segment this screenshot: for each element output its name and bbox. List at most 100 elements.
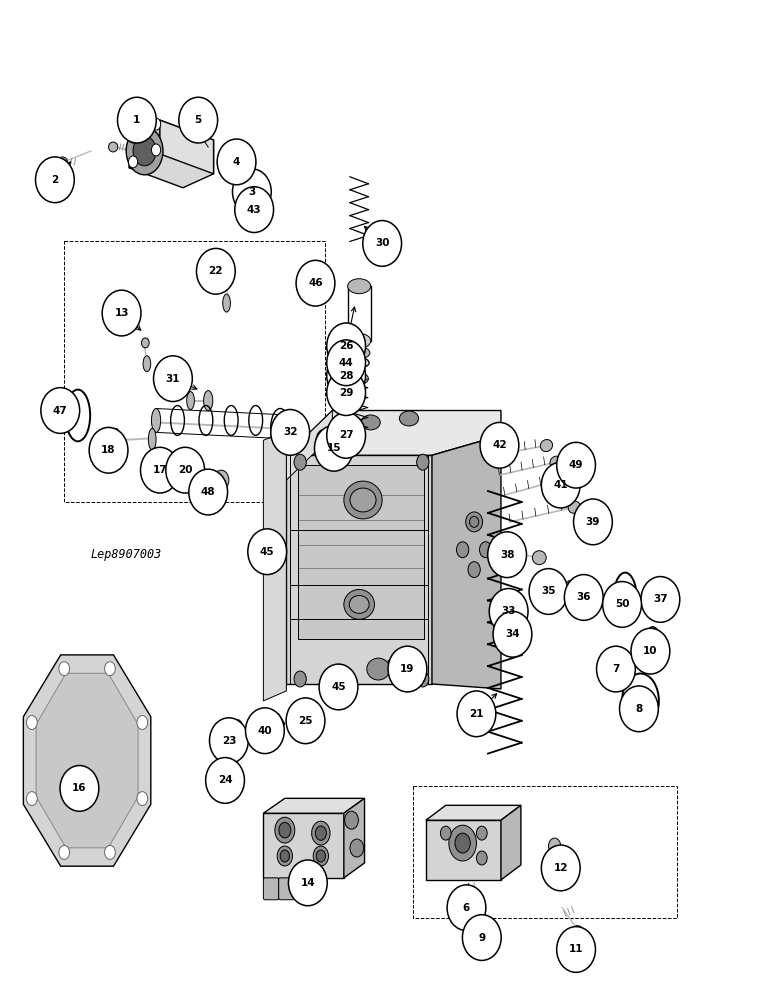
Text: 47: 47 <box>53 406 68 416</box>
Text: 16: 16 <box>72 783 86 793</box>
Ellipse shape <box>363 221 401 266</box>
Ellipse shape <box>327 353 365 399</box>
Circle shape <box>479 542 492 558</box>
Ellipse shape <box>399 411 418 426</box>
Circle shape <box>294 671 306 687</box>
Ellipse shape <box>60 766 99 811</box>
Circle shape <box>104 845 115 859</box>
Text: 38: 38 <box>499 550 514 560</box>
Ellipse shape <box>296 260 335 306</box>
Ellipse shape <box>480 422 519 468</box>
Circle shape <box>339 672 353 690</box>
Ellipse shape <box>649 587 656 602</box>
Ellipse shape <box>327 340 365 386</box>
Circle shape <box>275 817 295 843</box>
Ellipse shape <box>223 273 232 285</box>
Text: 3: 3 <box>249 187 256 197</box>
Ellipse shape <box>610 647 622 672</box>
Circle shape <box>26 792 37 806</box>
Circle shape <box>137 792 147 806</box>
Circle shape <box>317 850 326 862</box>
Polygon shape <box>263 798 364 813</box>
Ellipse shape <box>319 664 358 710</box>
Ellipse shape <box>222 743 230 761</box>
Ellipse shape <box>58 157 67 167</box>
Ellipse shape <box>41 388 80 433</box>
Polygon shape <box>129 120 160 168</box>
Polygon shape <box>344 798 364 878</box>
Ellipse shape <box>540 440 553 452</box>
Ellipse shape <box>217 139 256 185</box>
Text: Lep8907003: Lep8907003 <box>91 548 162 561</box>
Text: 18: 18 <box>101 445 116 455</box>
Ellipse shape <box>151 409 161 432</box>
Ellipse shape <box>597 646 635 692</box>
Circle shape <box>128 131 137 143</box>
Ellipse shape <box>504 592 521 610</box>
Text: 25: 25 <box>298 716 313 726</box>
Ellipse shape <box>141 338 149 348</box>
Ellipse shape <box>179 97 218 143</box>
Circle shape <box>128 156 137 168</box>
Ellipse shape <box>568 501 581 513</box>
Circle shape <box>456 542 469 558</box>
Ellipse shape <box>143 356 151 372</box>
Ellipse shape <box>232 169 271 215</box>
Ellipse shape <box>204 391 213 410</box>
Text: 35: 35 <box>541 586 556 596</box>
Polygon shape <box>23 655 151 866</box>
Text: 31: 31 <box>166 374 180 384</box>
Ellipse shape <box>350 373 368 385</box>
Ellipse shape <box>541 462 580 508</box>
Ellipse shape <box>126 127 163 175</box>
Circle shape <box>270 541 284 559</box>
Circle shape <box>476 826 487 840</box>
Circle shape <box>151 118 161 130</box>
Ellipse shape <box>541 845 580 891</box>
Ellipse shape <box>471 906 480 914</box>
Ellipse shape <box>235 187 273 232</box>
Polygon shape <box>426 805 521 820</box>
Ellipse shape <box>603 582 642 627</box>
Text: 45: 45 <box>260 547 275 557</box>
Ellipse shape <box>318 282 332 297</box>
Circle shape <box>468 562 480 578</box>
Text: 29: 29 <box>339 388 354 398</box>
Ellipse shape <box>557 927 595 972</box>
Text: 43: 43 <box>247 205 262 215</box>
Ellipse shape <box>347 333 371 348</box>
Text: 30: 30 <box>375 238 389 248</box>
Ellipse shape <box>574 499 612 545</box>
Ellipse shape <box>36 157 74 203</box>
Polygon shape <box>160 120 214 174</box>
Ellipse shape <box>457 691 496 737</box>
Text: 14: 14 <box>300 878 315 888</box>
Ellipse shape <box>466 512 482 532</box>
Ellipse shape <box>350 488 376 512</box>
Text: 40: 40 <box>258 726 273 736</box>
Text: 39: 39 <box>586 517 600 527</box>
Ellipse shape <box>534 574 545 595</box>
Ellipse shape <box>488 532 527 578</box>
Text: 27: 27 <box>339 430 354 440</box>
Ellipse shape <box>349 595 369 613</box>
Ellipse shape <box>249 201 259 219</box>
Ellipse shape <box>245 708 284 754</box>
Text: 23: 23 <box>222 736 236 746</box>
Ellipse shape <box>295 703 309 715</box>
Ellipse shape <box>154 356 192 402</box>
Ellipse shape <box>248 529 286 575</box>
Ellipse shape <box>233 720 242 738</box>
Circle shape <box>279 822 291 838</box>
Text: 15: 15 <box>327 443 341 453</box>
Circle shape <box>455 833 470 853</box>
Ellipse shape <box>447 885 486 931</box>
Text: 28: 28 <box>339 371 354 381</box>
Ellipse shape <box>631 628 670 674</box>
Ellipse shape <box>327 370 365 415</box>
Polygon shape <box>298 465 425 639</box>
Text: 13: 13 <box>114 308 129 318</box>
Ellipse shape <box>196 248 235 294</box>
Circle shape <box>313 846 329 866</box>
Ellipse shape <box>367 658 390 680</box>
